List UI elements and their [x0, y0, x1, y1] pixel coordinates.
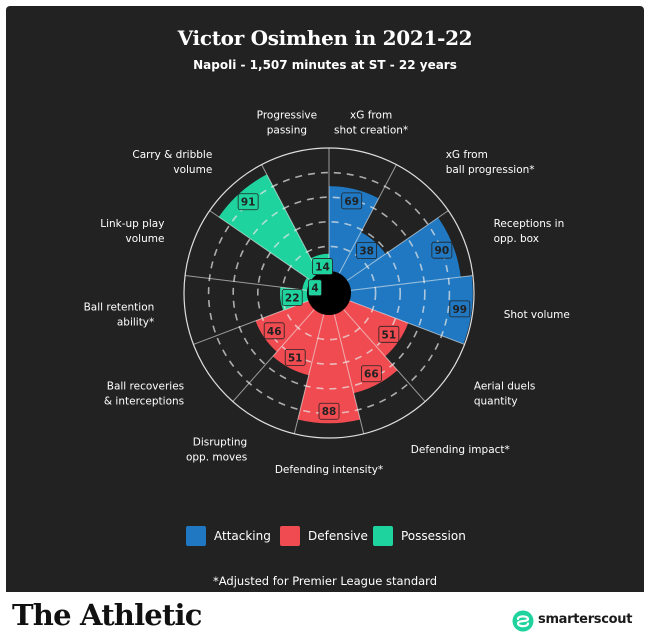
grid-spoke-9: [232, 309, 315, 402]
chart-title: Victor Osimhen in 2021-22: [177, 26, 473, 50]
chart-card: Victor Osimhen in 2021-22 Napoli - 1,507…: [6, 6, 644, 638]
category-label-12: Carry & dribble volume: [132, 149, 212, 176]
brand-logo-text: The Athletic: [12, 598, 202, 632]
category-label-9: Ball recoveries & interceptions: [104, 380, 184, 407]
svg-text:99: 99: [452, 304, 467, 316]
value-label-11: 4: [308, 279, 322, 297]
legend-item-defensive: Defensive: [280, 525, 368, 547]
value-labels-layer: 69 38 90 99 51 66 88 51 46 22 4 91 14: [237, 192, 471, 420]
svg-text:51: 51: [382, 329, 397, 341]
grid-spoke-10: [193, 300, 309, 345]
legend: Attacking Defensive Possession: [6, 525, 644, 547]
grid-layer: [183, 147, 475, 439]
value-label-3: 90: [431, 241, 453, 259]
bar-4: [349, 275, 473, 344]
legend-label: Attacking: [214, 529, 271, 543]
grid-spoke-6: [343, 309, 426, 402]
footnote: *Adjusted for Premier League standard: [213, 574, 437, 588]
value-label-2: 38: [356, 242, 378, 259]
value-label-12: 91: [237, 193, 259, 211]
value-label-10: 22: [281, 289, 303, 306]
smarterscout-logo-icon: [512, 610, 534, 632]
category-label-4: Shot volume: [504, 309, 570, 321]
bar-1: [329, 186, 379, 274]
legend-item-attacking: Attacking: [186, 525, 271, 547]
category-label-13: Progressive passing: [257, 110, 317, 137]
grid-spoke-4: [350, 275, 474, 291]
smarterscout-logo-text: smarterscout: [538, 612, 633, 627]
svg-text:22: 22: [285, 292, 300, 304]
svg-text:88: 88: [322, 406, 337, 418]
svg-text:38: 38: [359, 246, 374, 258]
category-labels-layer: xG from shot creation* xG from ball progres…: [84, 110, 570, 476]
svg-text:69: 69: [344, 196, 359, 208]
legend-label: Possession: [401, 529, 466, 543]
category-label-8: Disrupting opp. moves: [186, 436, 247, 463]
grid-ring-3: [232, 196, 426, 390]
grid-spoke-7: [333, 314, 365, 434]
value-label-13: 14: [312, 258, 333, 275]
legend-label: Defensive: [308, 529, 368, 543]
footer-bar: [0, 592, 650, 644]
grid-spoke-13: [261, 164, 320, 274]
grid-spoke-11: [184, 275, 308, 291]
grid-spoke-12: [209, 210, 312, 281]
category-label-2: xG from ball progression*: [446, 149, 535, 176]
category-label-5: Aerial duels quantity: [474, 380, 536, 407]
polar-chart: 69 38 90 99 51 66 88 51 46 22 4 91 14 xG from shot cr…: [84, 110, 570, 476]
value-label-8: 51: [284, 348, 306, 366]
bar-7: [297, 314, 361, 424]
legend-swatch: [280, 526, 300, 546]
value-label-6: 66: [360, 365, 382, 383]
value-label-4: 99: [449, 300, 471, 318]
value-label-5: 51: [378, 325, 400, 343]
svg-text:66: 66: [364, 369, 379, 381]
grid-spoke-5: [349, 300, 465, 345]
legend-swatch: [373, 526, 393, 546]
chart-subtitle: Napoli - 1,507 minutes at ST - 22 years: [193, 58, 457, 72]
grid-ring-4: [207, 171, 451, 415]
grid-spoke-2: [338, 164, 397, 274]
category-label-11: Link-up play volume: [100, 218, 164, 245]
svg-text:90: 90: [435, 245, 450, 257]
category-label-3: Receptions in opp. box: [494, 218, 565, 245]
grid-ring-2: [257, 221, 401, 365]
legend-item-possession: Possession: [373, 525, 466, 547]
value-label-9: 46: [263, 322, 285, 340]
category-label-10: Ball retention ability*: [84, 302, 155, 329]
category-label-7: Defending intensity*: [275, 464, 383, 476]
category-label-1: xG from shot creation*: [334, 110, 408, 137]
grid-spoke-8: [293, 314, 325, 434]
svg-text:51: 51: [288, 352, 303, 364]
svg-text:14: 14: [315, 262, 330, 274]
value-label-1: 69: [341, 192, 363, 210]
svg-text:4: 4: [311, 283, 318, 295]
value-label-7: 88: [318, 402, 340, 420]
bar-3: [347, 217, 461, 291]
grid-spoke-3: [346, 210, 449, 281]
legend-swatch: [186, 526, 206, 546]
svg-text:91: 91: [241, 197, 256, 209]
category-label-6: Defending impact*: [411, 444, 510, 456]
svg-text:46: 46: [267, 326, 282, 338]
